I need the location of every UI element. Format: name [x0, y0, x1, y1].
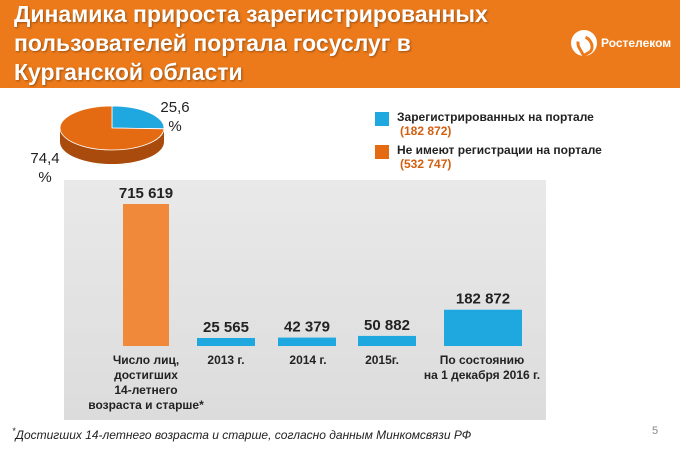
- pie-label-unregistered: 74,4 %: [30, 150, 60, 186]
- category-label-2: 2014 г.: [289, 353, 326, 367]
- bar-dec-2016-value-label: 182 872: [456, 291, 510, 308]
- legend-item-registered: Зарегистрированных на портале (182 872): [375, 110, 602, 143]
- pie-side: [60, 128, 164, 164]
- category-label-3: 2015г.: [365, 353, 399, 367]
- bar-2013: [197, 338, 255, 346]
- category-label-1: 2013 г.: [207, 353, 244, 367]
- category-label-0: Число лиц, достигших 14-летнего возраста и …: [88, 353, 204, 412]
- legend-swatch-registered: [375, 112, 389, 126]
- header-bar: Динамика прироста зарегистрированных пол…: [0, 0, 680, 88]
- bar-2014: [278, 337, 336, 346]
- bar-chart-panel: 715 619 25 565 42 379 50 882 182 872 Число ли…: [64, 180, 546, 420]
- bar-2015-value-label: 50 882: [364, 317, 410, 334]
- page-number: 5: [652, 425, 659, 437]
- rostelecom-logo-icon: [571, 30, 597, 56]
- legend-item-unregistered: Не имеют регистрации на портале (532 747…: [375, 143, 602, 176]
- legend-value-unregistered: (532 747): [400, 157, 452, 171]
- rostelecom-logo: Ростелеком: [571, 25, 671, 61]
- legend-swatch-unregistered: [375, 145, 389, 159]
- legend-label-registered: Зарегистрированных на портале: [397, 110, 594, 124]
- legend: Зарегистрированных на портале (182 872) …: [375, 110, 602, 176]
- pie-label-registered: 25,6 %: [160, 99, 190, 135]
- footnote: *Достигших 14-летнего возраста и старше,…: [12, 426, 471, 442]
- pie-slice-unregistered: [59, 105, 165, 151]
- footnote-text: Достигших 14-летнего возраста и старше, …: [15, 428, 472, 442]
- logo-text: Ростелеком: [601, 36, 672, 50]
- legend-value-registered: (182 872): [400, 124, 452, 138]
- bar-2014-value-label: 42 379: [284, 319, 330, 336]
- pie-slice-registered: [111, 105, 165, 130]
- pie-chart: [59, 105, 165, 164]
- footnote-mark: *: [12, 426, 16, 436]
- bar-2015: [358, 335, 416, 346]
- bar-chart: 715 619 25 565 42 379 50 882 182 872 Число ли…: [88, 185, 540, 412]
- page-title: Динамика прироста зарегистрированных пол…: [14, 1, 488, 85]
- category-label-4: По состоянию на 1 декабря 2016 г.: [424, 353, 540, 382]
- bar-2013-value-label: 25 565: [203, 319, 249, 336]
- bar-dec-2016: [444, 309, 522, 346]
- bar-total-14plus: [123, 204, 169, 346]
- bar-total-14plus-value-label: 715 619: [119, 185, 173, 202]
- legend-label-unregistered: Не имеют регистрации на портале: [397, 143, 602, 157]
